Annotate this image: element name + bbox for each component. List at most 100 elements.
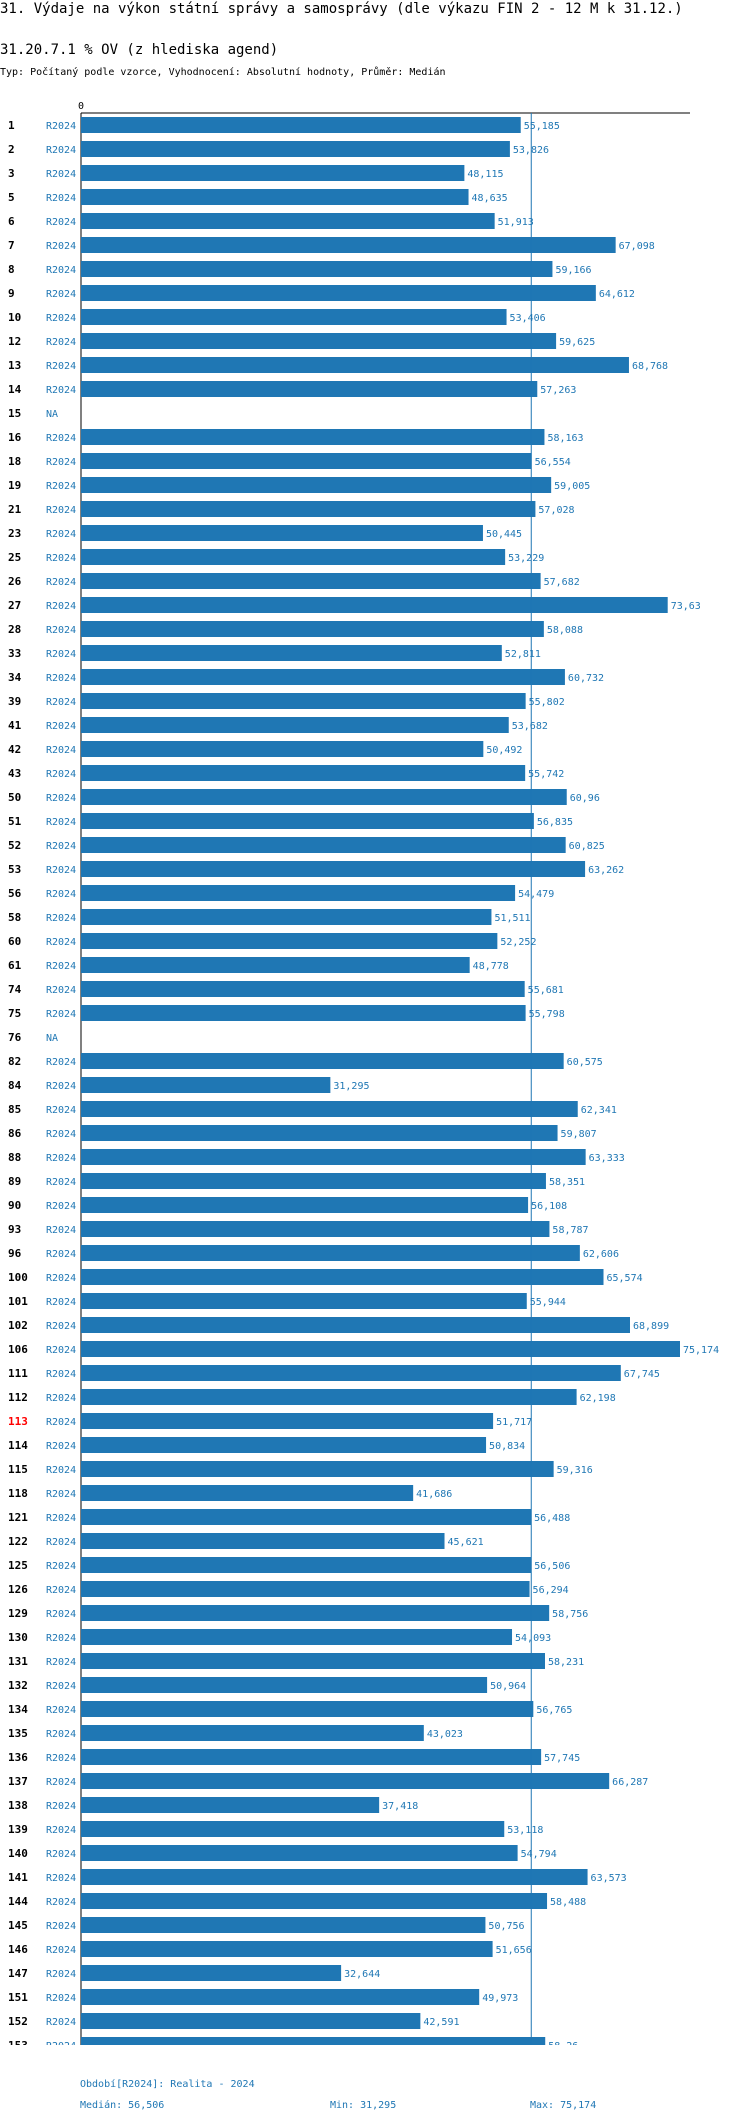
bar	[81, 1581, 530, 1597]
bar-value-label: 31,295	[333, 1081, 369, 1092]
row-period-label: R2024	[46, 577, 76, 588]
row-period-label: R2024	[46, 1081, 76, 1092]
bar	[81, 189, 469, 205]
row-id-label: 100	[8, 1271, 28, 1284]
row-id-label: 144	[8, 1895, 28, 1908]
bar	[81, 2037, 546, 2045]
bar	[81, 1389, 577, 1405]
bar-value-label: 50,492	[486, 745, 522, 756]
bar	[81, 1221, 550, 1237]
bar	[81, 525, 483, 541]
bar-value-label: 50,445	[486, 529, 522, 540]
bar-value-label: 64,612	[599, 289, 635, 300]
bar-value-label: 58,787	[552, 1225, 588, 1236]
row-period-label: R2024	[46, 217, 76, 228]
row-period-label: R2024	[46, 1249, 76, 1260]
row-period-label: R2024	[46, 1705, 76, 1716]
row-id-label: 1	[8, 119, 15, 132]
row-id-label: 122	[8, 1535, 28, 1548]
bar-value-label: 59,807	[561, 1129, 597, 1140]
bar-value-label: 62,341	[581, 1105, 617, 1116]
row-period-label: R2024	[46, 1945, 76, 1956]
row-period-label: R2024	[46, 337, 76, 348]
bar	[81, 1941, 493, 1957]
bar	[81, 1101, 578, 1117]
bar-value-label: 59,166	[555, 265, 591, 276]
bar-value-label: 45,621	[448, 1537, 484, 1548]
bar-value-label: 42,591	[423, 2017, 459, 2028]
row-period-label: NA	[46, 409, 58, 420]
bar	[81, 1293, 527, 1309]
row-id-label: 61	[8, 959, 22, 972]
row-id-label: 28	[8, 623, 21, 636]
row-period-label: R2024	[46, 937, 76, 948]
bar-value-label: 41,686	[416, 1489, 452, 1500]
row-id-label: 84	[8, 1079, 22, 1092]
bar	[81, 357, 629, 373]
bar-value-label: 58,088	[547, 625, 583, 636]
row-period-label: R2024	[46, 1369, 76, 1380]
bar-value-label: 55,802	[529, 697, 565, 708]
bar-value-label: 56,294	[533, 1585, 569, 1596]
bar-value-label: 68,899	[633, 1321, 669, 1332]
row-id-label: 76	[8, 1031, 22, 1044]
row-period-label: R2024	[46, 265, 76, 276]
bar	[81, 1053, 564, 1069]
row-period-label: R2024	[46, 1921, 76, 1932]
bar-value-label: 51,913	[498, 217, 534, 228]
bar-value-label: 62,606	[583, 1249, 619, 1260]
row-id-label: 88	[8, 1151, 21, 1164]
row-id-label: 137	[8, 1775, 28, 1788]
row-id-label: 152	[8, 2015, 28, 2028]
bar-value-label: 54,794	[521, 1849, 557, 1860]
bar-value-label: 58,756	[552, 1609, 588, 1620]
bar	[81, 549, 506, 565]
bar-value-label: 60,732	[568, 673, 604, 684]
row-period-label: R2024	[46, 769, 76, 780]
row-id-label: 147	[8, 1967, 28, 1980]
row-period-label: R2024	[46, 985, 76, 996]
row-id-label: 5	[8, 191, 15, 204]
bar-value-label: 56,835	[537, 817, 573, 828]
chart-subtitle: 31.20.7.1 % OV (z hlediska agend)	[0, 42, 279, 58]
bar	[81, 1605, 550, 1621]
row-period-label: R2024	[46, 1465, 76, 1476]
bar	[81, 261, 553, 277]
row-id-label: 8	[8, 263, 15, 276]
row-period-label: R2024	[46, 1513, 76, 1524]
row-id-label: 6	[8, 215, 15, 228]
bar	[81, 1173, 546, 1189]
bar-value-label: 60,575	[567, 1057, 603, 1068]
bar-value-label: 56,108	[531, 1201, 567, 1212]
row-id-label: 9	[8, 287, 15, 300]
row-period-label: R2024	[46, 1105, 76, 1116]
row-id-label: 26	[8, 575, 22, 588]
row-period-label: R2024	[46, 505, 76, 516]
row-id-label: 131	[8, 1655, 28, 1668]
row-id-label: 51	[8, 815, 22, 828]
row-period-label: R2024	[46, 817, 76, 828]
bar-value-label: 56,765	[536, 1705, 572, 1716]
row-period-label: R2024	[46, 313, 76, 324]
bar-value-label: 60,96	[570, 793, 600, 804]
bar-value-label: 55,798	[529, 1009, 565, 1020]
row-id-label: 82	[8, 1055, 21, 1068]
row-period-label: R2024	[46, 193, 76, 204]
bar	[81, 1917, 486, 1933]
row-id-label: 41	[8, 719, 22, 732]
bar-value-label: 55,742	[528, 769, 564, 780]
bar-value-label: 52,811	[505, 649, 541, 660]
bar	[81, 1413, 494, 1429]
bar	[81, 285, 596, 301]
row-period-label: R2024	[46, 1993, 76, 2004]
row-period-label: R2024	[46, 1729, 76, 1740]
bar	[81, 429, 545, 445]
row-id-label: 23	[8, 527, 21, 540]
bar-value-label: 57,682	[544, 577, 580, 588]
row-id-label: 112	[8, 1391, 28, 1404]
bar-value-label: 58,351	[549, 1177, 585, 1188]
row-period-label: R2024	[46, 1153, 76, 1164]
bar-value-label: 57,028	[538, 505, 574, 516]
bar	[81, 813, 534, 829]
bar	[81, 645, 502, 661]
